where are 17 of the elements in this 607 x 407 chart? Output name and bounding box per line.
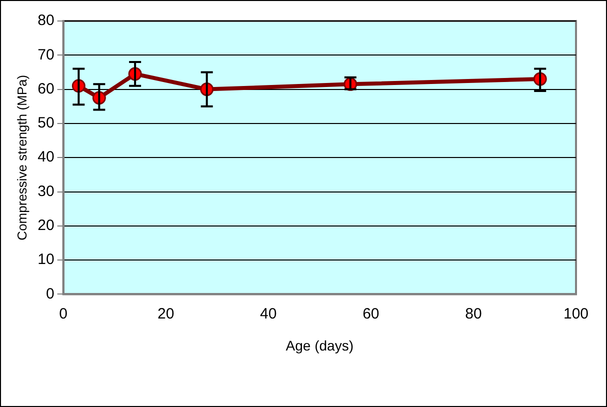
- x-tick-label: 60: [362, 305, 380, 322]
- x-tick-label: 40: [260, 305, 277, 322]
- x-tick-label: 20: [157, 305, 174, 322]
- y-tick-label: 60: [38, 80, 54, 98]
- y-tick-label: 40: [38, 148, 54, 166]
- x-axis-title: Age (days): [286, 337, 354, 354]
- y-axis-title: Compressive strength (MPa): [14, 74, 30, 240]
- y-tick-label: 30: [38, 182, 54, 200]
- x-tick-label: 80: [465, 305, 482, 322]
- y-tick-label: 20: [38, 217, 54, 234]
- x-tick-label: 100: [563, 305, 589, 322]
- y-tick-label: 0: [46, 285, 54, 302]
- y-tick-label: 50: [38, 114, 54, 132]
- y-tick-label: 10: [38, 251, 54, 268]
- y-tick-label: 70: [38, 46, 54, 64]
- x-tick-label: 0: [59, 305, 68, 322]
- y-tick-label: 80: [38, 12, 54, 30]
